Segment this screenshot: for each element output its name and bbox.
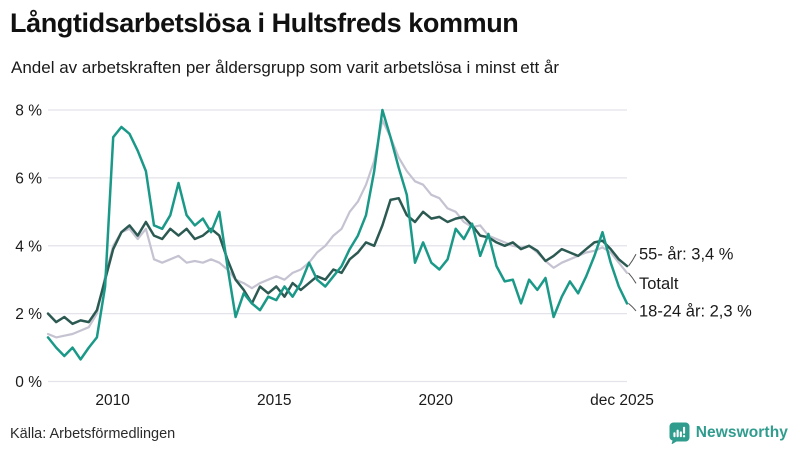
end-label-connector xyxy=(628,272,637,284)
chart-subtitle: Andel av arbetskraften per åldersgrupp s… xyxy=(11,58,560,77)
x-axis-tick-label: 2010 xyxy=(95,392,130,409)
end-label-connector xyxy=(628,253,637,267)
series-end-label: 18-24 år: 2,3 % xyxy=(639,302,752,320)
series-line-55-r xyxy=(46,196,629,326)
series-end-label: 55- år: 3,4 % xyxy=(639,246,734,264)
y-axis-tick-label: 0 % xyxy=(15,374,42,391)
brand-logo[interactable]: Newsworthy xyxy=(669,422,788,444)
line-chart: 8 % 6 % 4 % 2 % 0 % 2010 2015 2020 dec 2025 Total… xyxy=(15,103,752,410)
brand-name: Newsworthy xyxy=(695,424,788,441)
x-axis-tick-label: dec 2025 xyxy=(590,392,654,409)
source-note: Källa: Arbetsförmedlingen xyxy=(10,426,176,442)
y-axis-tick-label: 2 % xyxy=(15,306,42,323)
series-line-18-24r xyxy=(46,108,629,361)
x-axis-tick-label: 2015 xyxy=(257,392,291,409)
y-axis-tick-label: 8 % xyxy=(15,103,42,120)
newsworthy-icon xyxy=(669,422,690,444)
y-axis-tick-label: 4 % xyxy=(15,238,42,255)
x-axis-tick-label: 2020 xyxy=(419,392,454,409)
end-label-connector xyxy=(628,303,637,312)
page-title: Långtidsarbetslösa i Hultsfreds kommun xyxy=(10,8,519,38)
series-line-Totalt xyxy=(46,119,629,339)
series-end-label: Totalt xyxy=(639,275,679,293)
y-axis-tick-label: 6 % xyxy=(15,170,42,187)
